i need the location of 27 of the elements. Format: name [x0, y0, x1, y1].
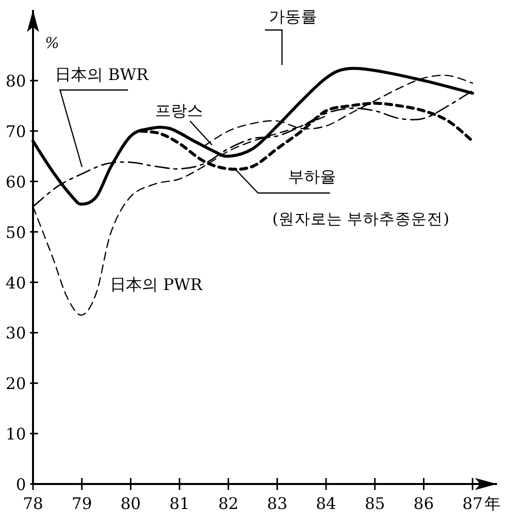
- y-tick-label: 60: [6, 172, 26, 192]
- text: 가동률: [269, 7, 317, 26]
- series-label: 부하율: [288, 167, 336, 186]
- series-label: 日本의 PWR: [110, 275, 204, 294]
- x-tick-label: 86: [414, 494, 434, 513]
- text: 日本의 BWR: [55, 65, 150, 84]
- x-tick-label: 80: [120, 494, 141, 513]
- x-tick-label: 81: [169, 494, 190, 513]
- x-tick-label: 85: [364, 494, 386, 513]
- y-axis-title: %: [45, 34, 60, 52]
- x-tick-label: 83: [267, 494, 288, 513]
- x-tick-label: 82: [218, 494, 239, 513]
- y-tick-label: 80: [6, 72, 26, 91]
- series-label: 프랑스: [155, 101, 203, 120]
- y-tick-label: 70: [6, 122, 26, 142]
- annotation: (원자로는 부하추종운전): [272, 210, 450, 228]
- y-tick-label: 20: [6, 374, 26, 394]
- x-tick-label: 79: [72, 494, 92, 513]
- y-tick-label: 0: [16, 475, 26, 494]
- x-tick-label: 87: [462, 494, 483, 513]
- y-tick-label: 40: [6, 273, 26, 292]
- y-tick-label: 30: [6, 324, 26, 343]
- x-axis-title: 年: [484, 494, 501, 513]
- x-tick-label: 84: [316, 494, 336, 513]
- x-tick-label: 78: [22, 494, 44, 513]
- y-tick-label: 10: [6, 424, 26, 444]
- y-tick-label: 50: [6, 222, 26, 242]
